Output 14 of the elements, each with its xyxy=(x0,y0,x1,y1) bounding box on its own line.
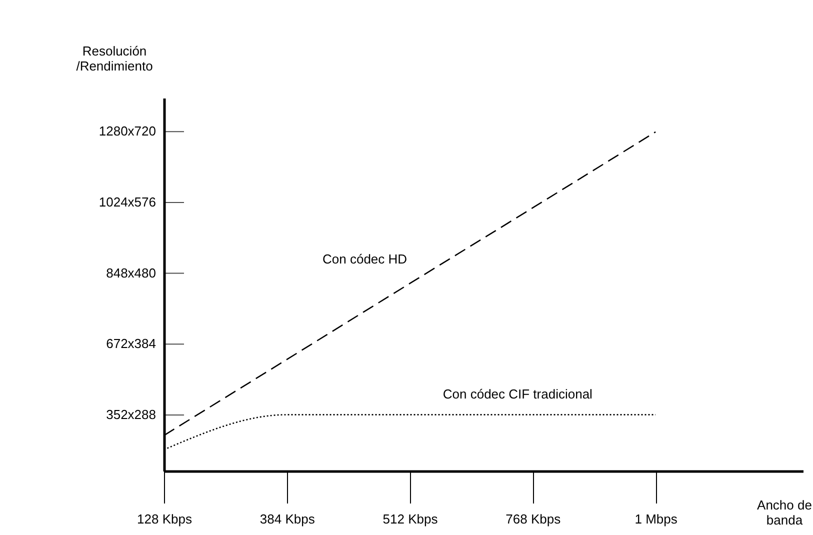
text: 1024x576 xyxy=(98,194,156,210)
x-tick-label: 1 Mbps xyxy=(634,512,678,526)
text: 352x288 xyxy=(106,407,156,422)
x-tick-label: 128 Kbps xyxy=(137,512,192,526)
series-label: Con códec HD xyxy=(322,251,408,266)
x-tick-label: 512 Kbps xyxy=(382,512,438,526)
text: 848x480 xyxy=(106,265,156,280)
x-tick-label: 768 Kbps xyxy=(506,512,562,526)
x-tick-label: 384 Kbps xyxy=(260,512,316,526)
x-axis-title: Ancho de banda xyxy=(757,498,812,528)
text: 1280x720 xyxy=(98,124,156,139)
y-axis-title: Resolución /Rendimiento xyxy=(76,44,153,74)
series-label: Con códec CIF tradicional xyxy=(442,386,593,402)
text: 672x384 xyxy=(106,336,156,352)
